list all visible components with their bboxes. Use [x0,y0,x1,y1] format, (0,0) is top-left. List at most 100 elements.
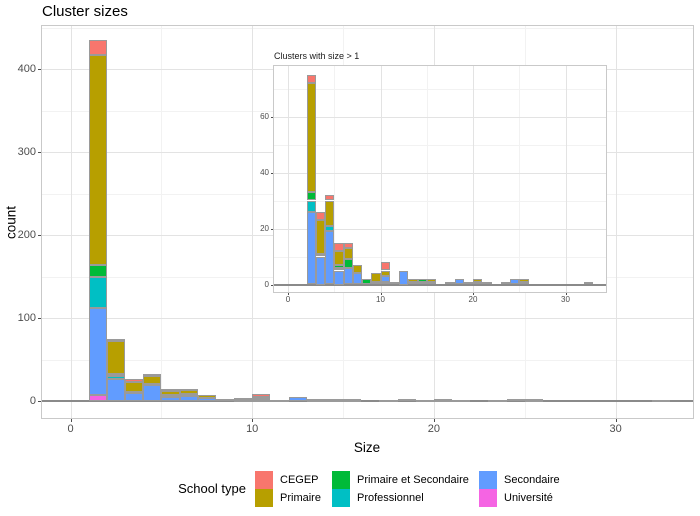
bar-segment [417,278,427,282]
bar-segment [426,281,436,285]
bar-segment [88,395,107,401]
gridline-horizontal [42,318,693,320]
bar-segment [500,281,510,285]
bar-segment [106,379,125,401]
bar-segment [161,391,180,396]
legend-label: Primaire et Secondaire [357,474,469,486]
bar-segment [380,262,390,271]
bar-segment [252,400,271,403]
y-tick-mark [38,401,41,402]
y-tick-mark [271,172,273,174]
bar-segment [408,281,418,285]
bar-segment [334,264,344,268]
bar-segment [389,281,399,285]
bar-segment [143,383,162,386]
bar-segment [371,281,381,285]
gridline-horizontal [274,116,606,118]
y-axis-title: count [3,205,19,240]
bar-segment [352,273,362,285]
bar-segment [415,400,434,403]
legend-swatch-professionnel [332,489,350,507]
bar-segment [88,55,107,266]
bar-segment [106,338,125,342]
bar-segment [88,40,107,56]
axis-baseline [274,283,606,286]
bar-segment [315,253,325,257]
x-tick-label: 20 [468,295,478,304]
bar-segment [519,278,529,282]
legend-swatch-cegep [255,471,273,489]
bar-segment [519,281,529,285]
x-tick-mark [380,293,382,295]
x-tick-mark [433,419,435,422]
bar-segment [408,278,418,282]
x-tick-mark [615,419,617,422]
bar-segment [179,388,198,391]
bar-segment [380,276,390,282]
bar-segment [343,259,353,268]
bar-segment [334,267,344,271]
y-tick-label: 20 [260,224,269,234]
x-tick-label: 30 [609,423,622,435]
bar-segment [88,308,107,396]
bar-segment [454,278,464,285]
legend-label: Secondaire [504,474,560,486]
y-tick-label: 100 [17,312,36,325]
bar-segment [306,399,325,402]
bar-segment [379,400,398,403]
gridline-horizontal [274,256,606,258]
x-tick-mark [565,293,567,295]
bar-segment [125,391,144,394]
bar-segment [197,397,216,401]
bar-segment [482,281,492,285]
bar-segment [371,273,381,282]
gridline-vertical [615,26,617,418]
bar-segment [397,399,416,402]
bar-segment [463,281,473,285]
bar-segment [306,82,316,193]
bar-segment [179,396,198,401]
bar-segment [88,277,107,309]
bar-segment [125,392,144,401]
x-tick-label: 10 [376,295,385,304]
bar-segment [143,374,162,377]
bar-segment [315,256,325,285]
gridline-horizontal [42,27,693,29]
bar-segment [362,278,372,285]
bar-segment [197,395,216,398]
x-tick-mark [288,293,289,295]
x-tick-mark [252,419,254,422]
bar-segment [343,242,353,249]
bar-segment [161,388,180,392]
bar-segment [473,281,483,285]
gridline-vertical [70,26,72,418]
legend-label: Primaire [280,492,321,504]
bar-segment [306,211,316,285]
axis-baseline [42,400,693,402]
bar-segment [106,373,125,377]
bar-segment [452,400,471,403]
bar-segment [161,395,180,398]
gridline-horizontal [42,359,693,361]
y-tick-label: 0 [264,280,269,290]
y-tick-mark [271,228,273,230]
bar-segment [125,381,144,392]
inset-title: Clusters with size > 1 [274,51,360,61]
bar-segment [325,194,335,201]
legend-swatch-secondaire [479,471,497,489]
bar-segment [433,399,453,402]
bar-segment [343,399,362,402]
gridline-horizontal [274,88,606,90]
y-tick-label: 0 [29,394,36,407]
bar-segment [288,396,307,401]
gridline-vertical [380,66,382,292]
bar-segment [334,270,344,285]
bar-segment [473,278,483,282]
bar-segment [343,248,353,260]
y-tick-label: 300 [17,146,36,159]
bar-segment [252,394,271,397]
bar-segment [524,399,543,402]
bar-segment [234,400,253,403]
bar-segment [584,281,594,285]
bar-segment [179,393,198,397]
